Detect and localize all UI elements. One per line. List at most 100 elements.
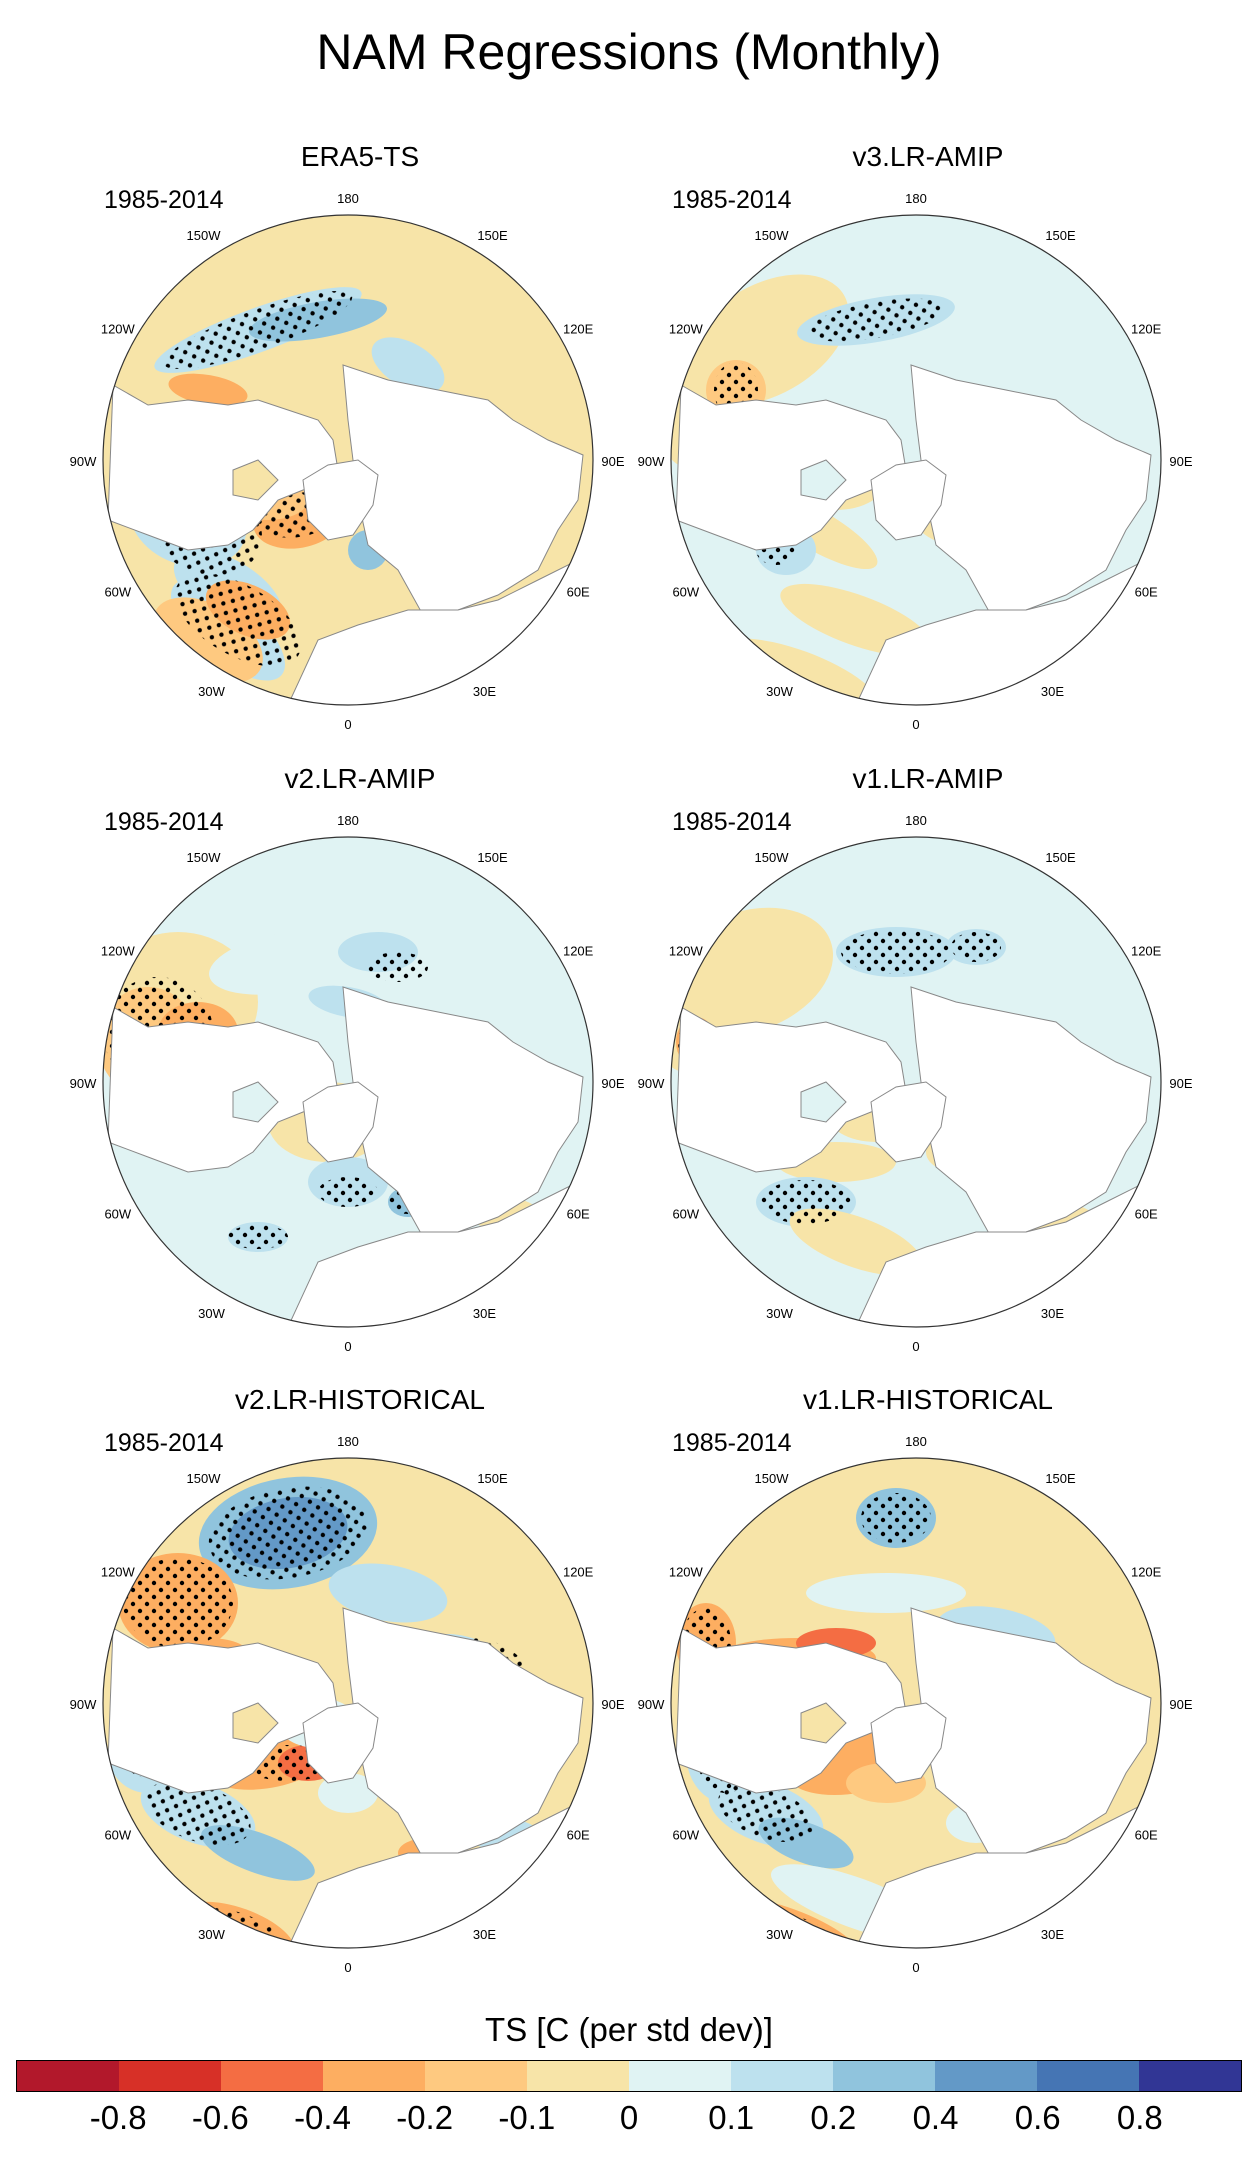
longitude-label: 90E (1169, 1697, 1192, 1712)
longitude-label: 120W (101, 944, 136, 959)
longitude-label: 150W (755, 228, 790, 243)
significance-stipple (841, 930, 951, 974)
longitude-label: 60E (567, 1207, 590, 1222)
panel-v2-amip: v2.LR-AMIP 1985-2014 180 150E 120E 90E 60E 30… (70, 762, 640, 1354)
longitude-label: 120E (1131, 944, 1162, 959)
longitude-label: 180 (337, 813, 359, 828)
colorbar-tick-label: -0.2 (396, 2099, 454, 2136)
map-field (103, 1458, 593, 1948)
colorbar-swatch (1037, 2061, 1139, 2091)
colorbar-swatch (221, 2061, 323, 2091)
significance-stipple (806, 298, 946, 342)
panel-title: v1.LR-HISTORICAL (803, 1384, 1053, 1415)
map-boundary (670, 214, 1162, 706)
land-mass (910, 1607, 1152, 1859)
longitude-label: 90E (601, 1076, 624, 1091)
map-boundary (670, 1457, 1162, 1949)
longitude-label: 120E (563, 1565, 594, 1580)
colorbar-tick-label: 0.1 (708, 2099, 755, 2136)
panel-period: 1985-2014 (104, 186, 224, 214)
longitude-label: 30E (473, 684, 496, 699)
map-boundary (102, 214, 594, 706)
longitude-label: 30W (766, 1306, 793, 1321)
polar-map: 180 150E 120E 90E 60E 30E 0 30W 60W 90W 120W 150W (70, 191, 625, 732)
significance-stipple (174, 573, 302, 667)
map-field (103, 837, 593, 1327)
panel-title: v2.LR-AMIP (284, 763, 436, 794)
greenland (870, 1702, 947, 1784)
panel-era5: ERA5-TS 1985-2014 180 150E 120E 90E 60E 30E 0 3… (70, 140, 640, 732)
longitude-label: 120W (101, 1565, 136, 1580)
longitude-label: 180 (337, 1434, 359, 1449)
significance-stipple (228, 1225, 288, 1249)
longitude-label: 150E (1045, 850, 1076, 865)
longitude-label: 0 (344, 717, 351, 732)
significance-stipple (368, 952, 428, 982)
colorbar-swatch (1139, 2061, 1241, 2091)
anomaly-region (806, 1573, 966, 1613)
colorbar-swatch (935, 2061, 1037, 2091)
longitude-label: 90W (70, 1076, 97, 1091)
longitude-label: 60W (104, 1828, 131, 1843)
longitude-label: 30W (198, 1306, 225, 1321)
significance-stipple (951, 932, 1001, 962)
longitude-label: 180 (905, 191, 927, 206)
colorbar-swatch (17, 2061, 119, 2091)
longitude-label: 90E (601, 454, 624, 469)
panel-period: 1985-2014 (104, 1429, 224, 1457)
longitude-label: 120W (669, 322, 704, 337)
longitude-label: 30E (1041, 1306, 1064, 1321)
figure-title: NAM Regressions (Monthly) (316, 24, 942, 80)
anomaly-region (209, 929, 367, 995)
longitude-label: 120E (1131, 1565, 1162, 1580)
significance-stipple (163, 290, 353, 370)
longitude-label: 30E (473, 1306, 496, 1321)
longitude-label: 90W (638, 1697, 665, 1712)
anomaly-region (328, 1563, 448, 1623)
anomaly-region (318, 1773, 378, 1813)
anomaly-region (168, 373, 248, 407)
longitude-label: 60E (1135, 585, 1158, 600)
hudson-bay (232, 1702, 279, 1744)
longitude-label: 90W (638, 454, 665, 469)
longitude-label: 0 (344, 1960, 351, 1975)
colorbar-swatch (527, 2061, 629, 2091)
longitude-label: 120W (669, 1565, 704, 1580)
panel-period: 1985-2014 (672, 186, 792, 214)
longitude-label: 30E (473, 1927, 496, 1942)
longitude-label: 30W (766, 684, 793, 699)
polar-map: 180 150E 120E 90E 60E 30E 0 30W 60W 90W 120W 150W (638, 191, 1193, 732)
greenland (870, 1081, 947, 1163)
longitude-label: 150E (477, 850, 508, 865)
panel-v1-amip: v1.LR-AMIP 1985-2014 180 150E 120E 90E 60E 30… (638, 762, 1208, 1354)
longitude-label: 90W (70, 454, 97, 469)
colorbar-swatch (731, 2061, 833, 2091)
land-mass (342, 1607, 584, 1859)
hudson-bay (800, 1702, 847, 1744)
longitude-label: 150E (1045, 1471, 1076, 1486)
land-mass (342, 986, 584, 1238)
colorbar-tick-label: 0 (619, 2099, 639, 2136)
longitude-label: 120E (563, 322, 594, 337)
longitude-label: 0 (912, 1960, 919, 1975)
polar-map: 180 150E 120E 90E 60E 30E 0 30W 60W 90W 120W 150W (638, 813, 1193, 1354)
colorbar-tick-label: -0.1 (498, 2099, 556, 2136)
significance-stipple (318, 1177, 378, 1207)
longitude-label: 150W (187, 1471, 222, 1486)
map-field (671, 837, 1161, 1327)
panel-period: 1985-2014 (104, 808, 224, 836)
greenland (302, 1081, 379, 1163)
map-field (103, 215, 593, 705)
anomaly-region (371, 337, 445, 393)
anomaly-region (789, 1208, 923, 1276)
panel-title: v2.LR-HISTORICAL (235, 1384, 485, 1415)
longitude-label: 60W (104, 585, 131, 600)
colorbar-swatch (833, 2061, 935, 2091)
colorbar-tick-label: -0.8 (89, 2099, 147, 2136)
longitude-label: 180 (905, 813, 927, 828)
longitude-label: 150E (477, 1471, 508, 1486)
colorbar-tick-label: 0.6 (1014, 2099, 1061, 2136)
longitude-label: 90W (70, 1697, 97, 1712)
significance-stipple (123, 1558, 233, 1648)
map-boundary (102, 836, 594, 1328)
